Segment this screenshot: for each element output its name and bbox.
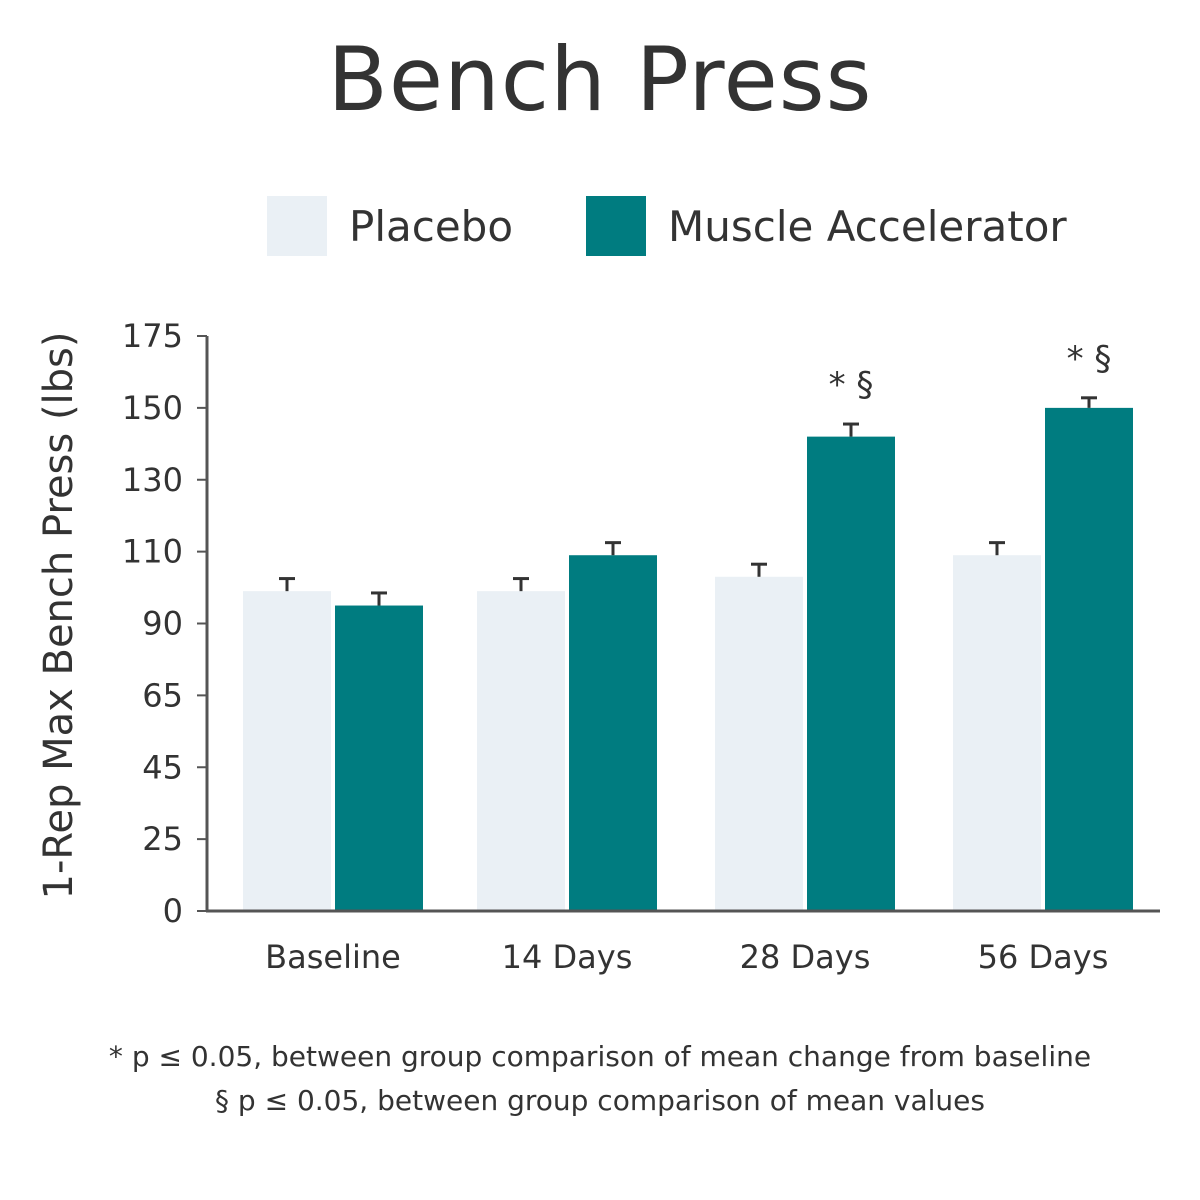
footnote-between-group-mean: § p ≤ 0.05, between group comparison of … bbox=[215, 1084, 985, 1117]
legend-label-placebo: Placebo bbox=[349, 201, 514, 251]
bar-placebo bbox=[953, 555, 1041, 911]
bar-placebo bbox=[715, 576, 803, 911]
y-tick-label: 45 bbox=[142, 748, 183, 786]
legend-label-muscle-accelerator: Muscle Accelerator bbox=[668, 201, 1067, 251]
y-tick-label: 25 bbox=[142, 820, 183, 858]
bar-muscle-accelerator bbox=[807, 436, 895, 911]
legend-swatch-placebo bbox=[267, 196, 327, 256]
footnote-between-group-change: * p ≤ 0.05, between group comparison of … bbox=[108, 1040, 1092, 1073]
legend-item-muscle-accelerator: Muscle Accelerator bbox=[586, 196, 1067, 256]
legend-item-placebo: Placebo bbox=[267, 196, 513, 256]
y-tick-label: 65 bbox=[142, 676, 183, 714]
x-category-label: 28 Days bbox=[740, 938, 871, 976]
chart-title: Bench Press bbox=[327, 28, 873, 131]
x-category-label: 56 Days bbox=[978, 938, 1109, 976]
y-tick-label: 130 bbox=[122, 461, 183, 499]
bar-muscle-accelerator bbox=[1045, 407, 1133, 911]
bar-muscle-accelerator bbox=[569, 555, 657, 911]
y-tick-label: 110 bbox=[122, 533, 183, 571]
y-tick-label: 90 bbox=[142, 605, 183, 643]
significance-annotation: * § bbox=[829, 365, 874, 405]
significance-annotation: * § bbox=[1067, 339, 1112, 379]
bar-placebo bbox=[477, 591, 565, 911]
bar-placebo bbox=[243, 591, 331, 911]
y-tick-label: 0 bbox=[163, 892, 183, 930]
x-category-label: Baseline bbox=[265, 938, 401, 976]
y-axis-label: 1-Rep Max Bench Press (lbs) bbox=[36, 331, 82, 899]
bar-muscle-accelerator bbox=[335, 605, 423, 911]
y-tick-label: 175 bbox=[122, 317, 183, 355]
x-category-label: 14 Days bbox=[502, 938, 633, 976]
legend-swatch-muscle-accelerator bbox=[586, 196, 646, 256]
y-tick-label: 150 bbox=[122, 389, 183, 427]
